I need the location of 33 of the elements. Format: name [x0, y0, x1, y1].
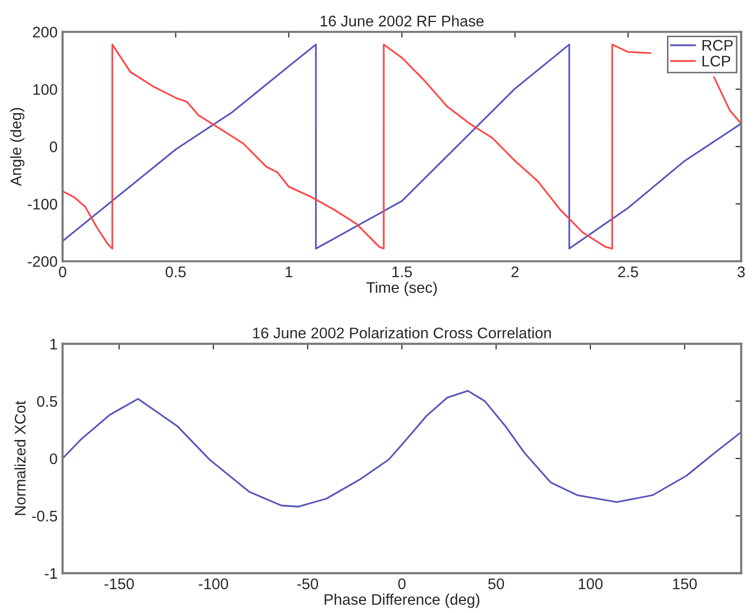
y-tick-label: -0.5 [32, 510, 58, 522]
x-axis-title: Time (sec) [366, 282, 437, 296]
x-tick-label: 3 [738, 266, 745, 278]
x-axis-title: Phase Difference (deg) [324, 594, 480, 608]
x-tick-label: 1.5 [392, 266, 412, 278]
y-tick-label: 200 [33, 26, 58, 38]
y-tick-label: 0 [50, 453, 58, 464]
line-series [62, 390, 742, 508]
chart-title: 16 June 2002 RF Phase [320, 15, 484, 26]
y-tick-label: -100 [28, 198, 58, 210]
y-tick-label: 0 [50, 141, 58, 152]
x-tick-label: 100 [578, 578, 603, 590]
y-axis-title: Angle (deg) [10, 108, 24, 186]
x-tick-label: 2.5 [618, 266, 638, 278]
legend-label: RCP [702, 40, 733, 51]
y-tick-label: 0.5 [37, 396, 58, 407]
y-tick-label: 1 [50, 338, 57, 350]
y-axis-title: Normalized XCot [14, 400, 26, 515]
x-tick-label: 2 [512, 266, 518, 278]
y-tick-label: -200 [28, 256, 58, 267]
x-tick-label: 1 [286, 266, 292, 278]
x-tick-label: 0.5 [166, 266, 186, 278]
x-tick-label: -50 [297, 578, 318, 590]
x-tick-label: -150 [104, 578, 134, 590]
x-tick-label: 0 [58, 266, 66, 278]
chart-title: 16 June 2002 Polarization Cross Correlation [253, 327, 551, 338]
x-tick-label: 50 [488, 578, 504, 590]
x-tick-label: 150 [673, 578, 697, 590]
legend-label: LCP [702, 56, 730, 67]
y-tick-label: 100 [33, 84, 58, 95]
x-tick-label: -100 [198, 578, 228, 590]
y-tick-label: -1 [44, 568, 57, 579]
x-tick-label: 0 [398, 578, 406, 590]
